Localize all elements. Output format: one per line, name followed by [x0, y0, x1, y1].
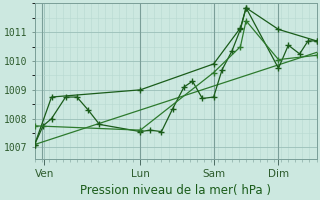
- X-axis label: Pression niveau de la mer( hPa ): Pression niveau de la mer( hPa ): [80, 184, 271, 197]
